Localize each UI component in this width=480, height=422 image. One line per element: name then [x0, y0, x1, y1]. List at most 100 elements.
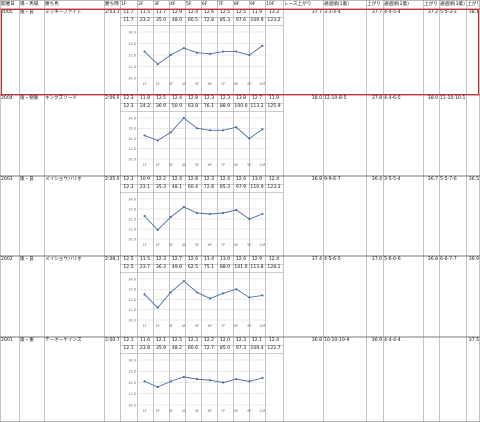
- header-10: 7F: [218, 2, 224, 7]
- chart-point: [248, 137, 251, 140]
- race-winner: メイショウハリオ: [45, 177, 82, 182]
- chart-x-tick: 3F: [169, 243, 173, 247]
- chart-x-tick: 5F: [195, 409, 199, 413]
- lap-cum-0: 12.3: [123, 185, 134, 190]
- chart-y-tick: 11.0: [128, 147, 137, 151]
- lap-laps-2: 12.2: [155, 177, 167, 182]
- lap-cum-6: 88.0: [219, 265, 231, 270]
- lap-laps-6: 12.4: [219, 177, 231, 182]
- lap-laps-4: 12.8: [187, 96, 199, 101]
- race-time: 2:03.1: [105, 10, 119, 15]
- chart-point: [261, 128, 264, 131]
- lap-cum-9: 128.1: [267, 265, 281, 270]
- chart-series-line: [144, 280, 263, 309]
- lap-cum-1: 23.8: [139, 346, 151, 351]
- lap-cum-9: 123.2: [267, 18, 281, 23]
- chart-x-tick: 1F: [142, 409, 146, 413]
- lap-laps-8: 11.9: [251, 10, 263, 15]
- race-pos3: [440, 337, 465, 345]
- race-date: 2003: [1, 177, 13, 182]
- race-race-last: 36.8: [311, 338, 322, 343]
- lap-cum-7: 100.0: [234, 104, 248, 109]
- lap-laps-9: 12.4: [268, 177, 280, 182]
- lap-cum-4: 60.4: [187, 185, 199, 190]
- lap-chart: 14.0 13.0 12.0 11.0 10.0 1F 2F 3F 4F 5F 6F 7F 8F 9F 10…: [128, 358, 269, 413]
- header-16: 上がり: [367, 2, 381, 7]
- chart-y-tick: 10.0: [128, 237, 137, 241]
- race-pos3: 5-5-7-6: [440, 177, 457, 182]
- race-winner: テーオーケインズ: [45, 338, 82, 343]
- lap-laps-6: 12.0: [219, 338, 231, 343]
- lap-laps-4: 12.8: [187, 177, 199, 182]
- chart-point: [156, 385, 159, 389]
- lap-cum-3: 48.1: [171, 185, 183, 190]
- lap-laps-3: 12.4: [171, 177, 183, 182]
- lap-cum-7: 97.9: [235, 185, 247, 190]
- chart-point: [143, 214, 146, 218]
- header-6: 3F: [154, 2, 160, 7]
- race-pos3: 5-5-3-3: [440, 10, 457, 15]
- chart-series-line: [144, 117, 263, 142]
- race-pos2: 3-5-5-4: [384, 177, 401, 182]
- chart-y-tick: 14.0: [128, 116, 137, 120]
- race-last3: 36.9: [468, 257, 479, 262]
- header-13: 10F: [266, 2, 275, 7]
- lap-cum-8: 113.8: [250, 265, 264, 270]
- chart-point: [182, 47, 185, 50]
- lap-laps-3: 12.5: [171, 338, 183, 343]
- chart-point: [195, 51, 199, 54]
- lap-laps-0: 11.7: [123, 10, 134, 15]
- lap-laps-9: 11.9: [268, 96, 280, 101]
- race-track: 阪・良: [20, 10, 34, 15]
- lap-laps-0: 12.3: [123, 96, 134, 101]
- chart-x-tick: 9F: [247, 243, 251, 247]
- race-date: 2005: [1, 10, 13, 15]
- lap-laps-8: 13.0: [251, 177, 263, 182]
- chart-y-tick: 13.0: [128, 288, 137, 292]
- chart-point: [248, 217, 251, 221]
- lap-laps-1: 10.9: [139, 177, 151, 182]
- race-pos1: 12-10-8-5: [324, 96, 347, 101]
- chart-point: [222, 292, 225, 295]
- lap-laps-1: 11.5: [139, 257, 151, 262]
- chart-point: [143, 380, 146, 383]
- lap-laps-7: 13.8: [235, 96, 247, 101]
- chart-point: [208, 52, 212, 55]
- chart-point: [222, 381, 225, 384]
- lap-laps-1: 11.6: [139, 338, 151, 343]
- lap-cum-4: 63.8: [187, 104, 199, 109]
- chart-x-tick: 10F: [259, 243, 265, 247]
- chart-point: [156, 306, 159, 309]
- lap-cum-5: 76.1: [203, 104, 215, 109]
- chart-point: [261, 294, 264, 297]
- race-pos1: 10-10-10-9: [324, 338, 350, 343]
- chart-x-tick: 6F: [208, 243, 212, 247]
- chart-point: [208, 129, 212, 132]
- lap-cum-0: 12.5: [123, 265, 134, 270]
- chart-y-tick: 12.0: [128, 381, 137, 385]
- lap-chart: 14.0 13.0 12.0 11.0 10.0 1F 2F 3F 4F 5F 6F 7F 8F 9F 10…: [128, 116, 269, 167]
- lap-cum-8: 109.9: [250, 18, 264, 23]
- header-3: 勝ち時計: [105, 2, 119, 7]
- chart-x-tick: 6F: [208, 163, 212, 167]
- chart-x-tick: 7F: [221, 409, 225, 413]
- chart-x-tick: 7F: [221, 82, 225, 86]
- lap-laps-2: 12.5: [155, 96, 167, 101]
- race-pos2: 4-4-4-4: [384, 338, 401, 343]
- chart-x-tick: 6F: [208, 324, 212, 328]
- lap-laps-1: 11.5: [139, 10, 151, 15]
- lap-laps-5: 11.4: [203, 257, 215, 262]
- chart-point: [235, 208, 238, 212]
- lap-chart: 14.0 13.0 12.0 11.0 10.0 1F 2F 3F 4F 5F 6F 7F 8F 9F 10…: [128, 277, 269, 328]
- lap-cum-8: 109.4: [250, 346, 264, 351]
- lap-cum-5: 72.8: [203, 18, 215, 23]
- chart-point: [156, 228, 159, 232]
- chart-x-tick: 9F: [247, 163, 251, 167]
- race-track: 阪・稍重: [20, 96, 39, 101]
- chart-point: [156, 139, 159, 142]
- lap-cum-7: 97.6: [235, 18, 247, 23]
- chart-y-tick: 14.0: [128, 197, 137, 201]
- lap-cum-3: 48.2: [171, 346, 183, 351]
- chart-y-tick: 10.0: [128, 157, 137, 161]
